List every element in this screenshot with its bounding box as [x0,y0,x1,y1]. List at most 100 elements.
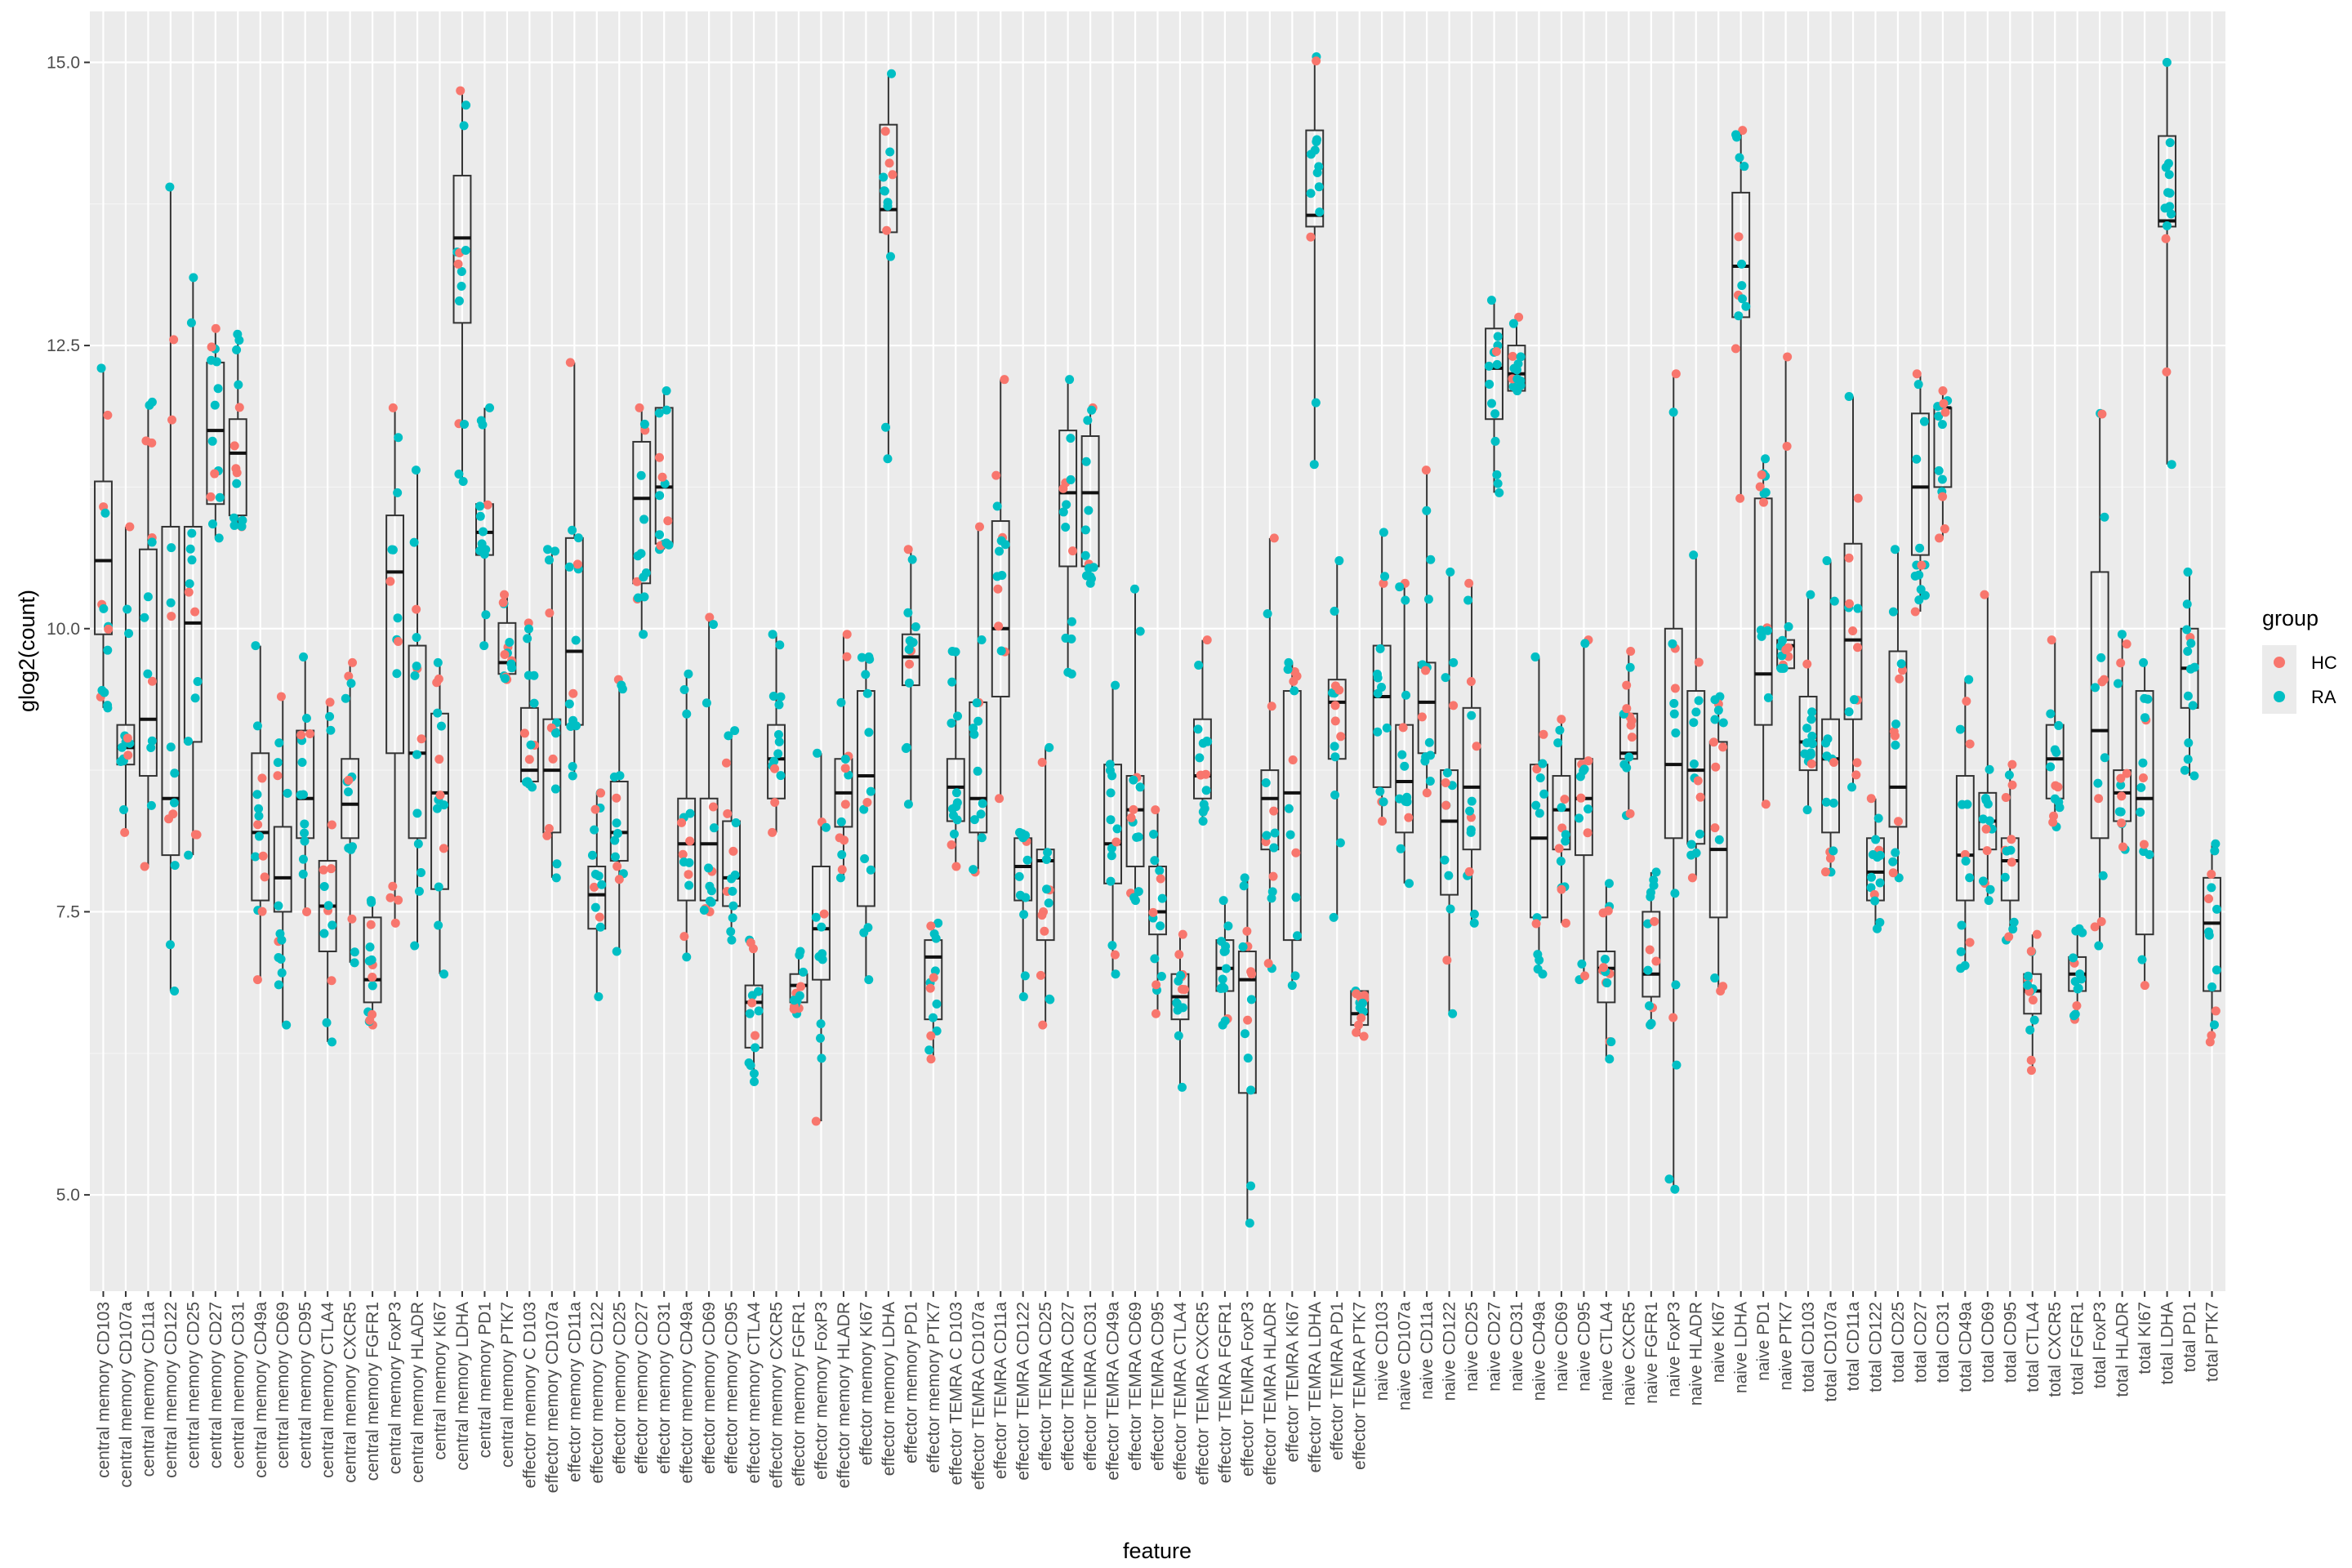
data-point [1532,764,1542,774]
data-point [2209,1020,2219,1030]
data-point [229,520,239,530]
data-point [146,742,156,752]
data-point [1849,695,1859,705]
data-point [416,734,426,744]
data-point [1583,828,1592,838]
x-tick-label: naive KI67 [1709,1302,1728,1383]
data-point [636,470,646,480]
x-tick-label: central memory PTK7 [498,1302,517,1468]
data-point [456,86,466,96]
data-point [2183,647,2193,657]
data-point [1646,888,1655,898]
data-point [122,733,132,743]
data-point [1740,162,1749,172]
data-point [1512,374,1522,384]
data-point [857,653,866,662]
data-point [1156,972,1166,982]
data-point [1829,846,1838,856]
data-point [1179,985,1189,995]
data-point [526,740,536,750]
box-body [273,826,292,913]
data-point [1284,657,1294,667]
data-point [1645,1001,1655,1011]
data-point [1177,1082,1187,1092]
data-point [1829,798,1838,808]
data-point [1891,719,1901,729]
data-point [2122,768,2132,778]
data-point [1556,857,1566,866]
data-point [1198,817,1208,826]
data-point [1484,361,1494,371]
data-point [1669,698,1679,708]
data-point [2167,460,2176,470]
box-body [1821,718,1840,834]
data-point [412,604,421,614]
data-point [1464,866,1474,876]
data-point [103,701,113,710]
data-point [506,659,516,669]
data-point [1261,777,1271,787]
data-point [461,100,471,110]
data-point [122,604,132,614]
x-tick-label: total PD1 [2180,1302,2199,1372]
data-point [1467,710,1477,720]
x-tick-label: naive CD49a [1530,1302,1548,1401]
data-point [1107,851,1116,861]
x-tick-label: central memory CD95 [296,1302,315,1468]
x-tick-label: naive CD69 [1552,1302,1571,1392]
data-point [99,604,109,613]
box-body [385,514,405,755]
data-point [1784,621,1793,631]
data-point [884,158,894,168]
data-point [1984,764,1994,774]
x-tick-label: total FoxP3 [2091,1302,2109,1388]
data-point [1935,533,1944,543]
data-point [341,693,350,703]
data-point [215,492,225,502]
data-point [1755,482,1765,492]
data-point [251,641,261,651]
data-point [300,819,310,829]
data-point [257,906,267,916]
data-point [969,815,979,825]
data-point [1396,844,1405,853]
data-point [1624,752,1634,762]
box-92 [2158,62,2177,465]
box-body [1910,412,1930,556]
data-point [1961,856,1971,866]
data-point [1960,960,1970,970]
data-point [612,829,622,839]
x-tick-label: central memory CD103 [94,1302,113,1478]
data-point [1985,884,1995,894]
data-point [276,692,286,702]
data-point [365,942,375,952]
data-point [1962,800,1972,809]
data-point [344,775,354,785]
box-13 [385,408,405,924]
data-point [728,886,737,896]
data-point [1492,470,1502,479]
x-tick-label: naive HLADR [1687,1302,1706,1405]
data-point [2113,679,2123,688]
data-point [2165,202,2175,212]
data-point [1014,871,1024,881]
data-point [1670,889,1680,898]
data-point [2023,971,2033,981]
data-point [100,508,110,518]
data-point [147,676,157,686]
data-point [1934,412,1944,421]
data-point [654,530,664,540]
y-axis: 5.0 7.5 10.0 12.5 15.0 [47,53,90,1205]
data-point [1784,643,1793,653]
x-tick-label: effector memory C D103 [520,1302,539,1488]
data-point [789,996,799,1005]
data-point [1405,879,1414,889]
data-point [458,476,468,486]
x-tick-label: naive FoxP3 [1664,1302,1683,1397]
data-point [211,323,220,333]
data-point [167,415,177,425]
data-point [364,956,374,966]
data-point [120,827,130,837]
legend-title: group [2262,606,2319,630]
data-point [475,511,485,521]
